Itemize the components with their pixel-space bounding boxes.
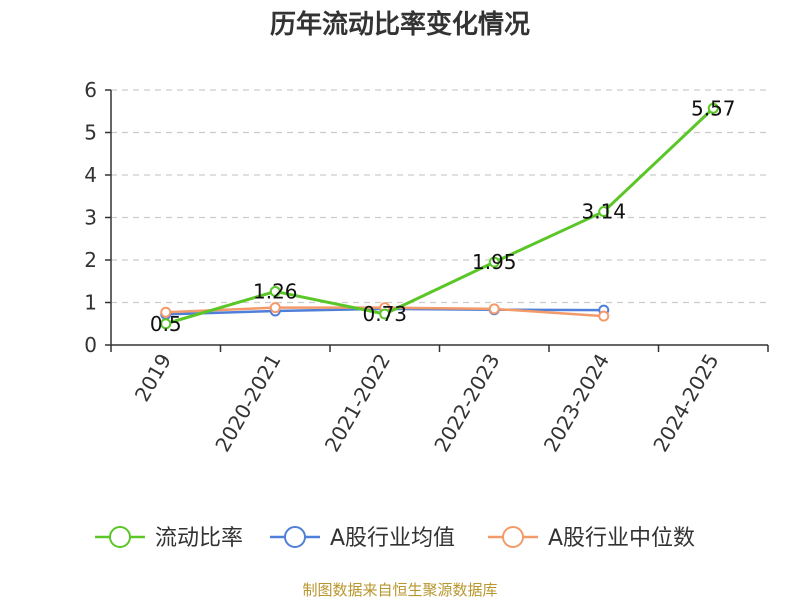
series-point-0[interactable] [598,206,610,218]
legend-item-2[interactable]: A股行业中位数 [488,526,695,551]
data-label: 3.14 [581,200,626,224]
x-tick-label: 2024-2025 [648,350,723,456]
legend-marker [109,526,131,548]
legend-marker [284,526,306,548]
y-tick-label: 6 [84,78,97,102]
legend-label: 流动比率 [155,526,243,551]
series-group [160,102,719,330]
data-label: 0.5 [150,312,182,336]
legend[interactable]: 流动比率 A股行业均值 A股行业中位数 [95,526,695,551]
x-axis-ticks: 2019 2020-2021 2021-2022 2022-2023 2023-2024… [110,345,769,456]
data-label: 1.95 [472,250,517,274]
grid-lines [111,89,768,304]
series-point-2[interactable] [160,306,172,318]
x-tick-label: 2019 [130,350,176,406]
series-point-0[interactable] [488,256,500,268]
data-labels: 0.5 1.26 0.73 1.95 3.14 5.57 [150,96,736,335]
series-point-2[interactable] [598,310,610,322]
series-point-0[interactable] [269,285,281,297]
x-tick-label: 2020-2021 [210,350,285,456]
legend-item-0[interactable]: 流动比率 [95,526,243,551]
y-axis-ticks: 0 1 2 3 4 5 6 [84,78,111,357]
series-line-0 [165,107,715,326]
legend-marker [502,526,524,548]
chart-title: 历年流动比率变化情况 [270,9,530,40]
series-point-0[interactable] [160,318,172,330]
series-point-0[interactable] [707,102,719,114]
legend-label: A股行业均值 [330,526,455,551]
y-tick-label: 3 [84,206,97,230]
axes [110,90,768,346]
series-point-0[interactable] [379,308,391,320]
data-label: 0.73 [362,302,407,326]
series-point-2[interactable] [488,303,500,315]
y-tick-label: 1 [84,291,97,315]
x-tick-label: 2023-2024 [539,350,614,456]
legend-label: A股行业中位数 [548,526,695,551]
y-tick-label: 0 [84,333,97,357]
y-tick-label: 2 [84,248,97,272]
data-label: 1.26 [253,279,298,303]
y-tick-label: 5 [84,121,97,145]
x-tick-label: 2021-2022 [320,350,395,456]
series-point-2[interactable] [269,302,281,314]
data-label: 5.57 [691,96,736,120]
x-tick-label: 2022-2023 [429,350,504,456]
legend-item-1[interactable]: A股行业均值 [270,526,455,551]
source-note: 制图数据来自恒生聚源数据库 [302,581,497,599]
y-tick-label: 4 [84,163,97,187]
